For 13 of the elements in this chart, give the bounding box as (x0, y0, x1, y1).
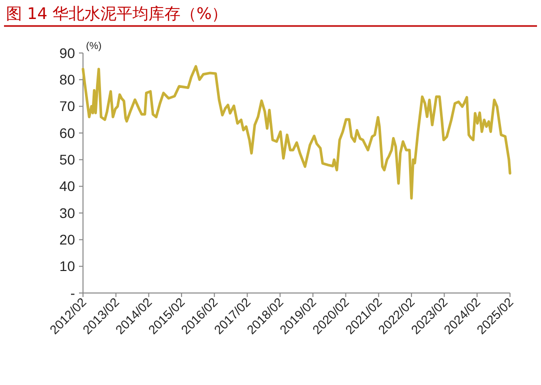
y-tick-label: 10 (59, 258, 76, 274)
y-tick-label: 70 (59, 98, 76, 114)
y-tick-label: - (70, 284, 76, 301)
y-tick-label: 50 (59, 152, 76, 168)
y-tick-label: 40 (59, 178, 76, 194)
y-tick-label: 90 (59, 44, 76, 61)
y-tick-label: 20 (59, 232, 76, 248)
y-tick-label: 60 (59, 124, 76, 141)
y-tick-label: 30 (59, 204, 76, 221)
chart-title: 图 14 华北水泥平均库存（%） (6, 4, 228, 23)
y-tick-label: 80 (59, 72, 76, 88)
y-axis-title: (%) (86, 41, 102, 52)
line-series (82, 65, 512, 200)
